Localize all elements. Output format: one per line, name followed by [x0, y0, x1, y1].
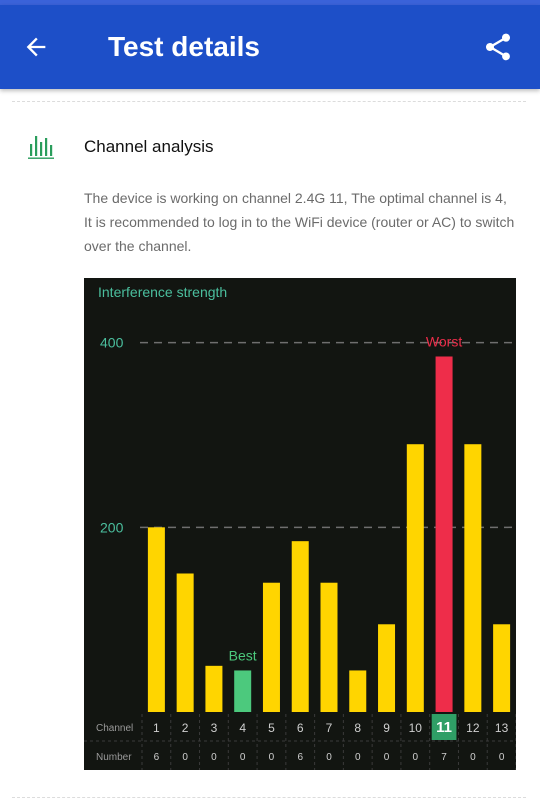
chart-svg: Interference strength200400BestWorstChan…	[84, 284, 516, 770]
bar-channel-4	[234, 670, 252, 712]
number-cell: 0	[240, 752, 246, 763]
bar-channel-10	[406, 444, 424, 712]
y-tick-label: 400	[100, 335, 124, 351]
bar-channel-11	[435, 356, 453, 712]
number-cell: 0	[326, 752, 332, 763]
bar-channel-1	[147, 527, 165, 712]
channel-tick-label: 10	[409, 721, 423, 735]
bar-channel-6	[291, 541, 309, 712]
interference-chart: Interference strength 200 400 Best Worst Chan…	[84, 278, 516, 770]
channel-tick-label: 8	[354, 721, 361, 735]
channel-tick-label: 2	[182, 721, 189, 735]
channel-description: The device is working on channel 2.4G 11…	[84, 190, 515, 254]
page-title: Test details	[108, 31, 260, 62]
number-cell: 6	[297, 752, 303, 763]
channel-row-label: Channel	[96, 723, 133, 734]
channel-tick-label: 6	[297, 721, 304, 735]
back-button[interactable]	[14, 23, 58, 71]
number-cell: 7	[441, 752, 447, 763]
status-strip	[0, 0, 540, 5]
bar-channel-13	[493, 624, 511, 712]
channel-tick-label: 13	[495, 721, 509, 735]
number-cell: 0	[182, 752, 188, 763]
number-cell: 6	[154, 752, 160, 763]
number-cell: 0	[355, 752, 361, 763]
number-row-label: Number	[96, 752, 132, 763]
app-bar: Test details	[0, 5, 540, 89]
bar-channel-7	[320, 582, 338, 712]
channel-tick-label: 4	[239, 721, 246, 735]
channel-tick-label: 12	[466, 721, 480, 735]
number-cell: 0	[499, 752, 505, 763]
arrow-back-icon	[26, 37, 46, 57]
chart-title: Interference strength	[98, 284, 227, 300]
share-button[interactable]	[476, 25, 520, 69]
top-divider	[12, 101, 526, 102]
channel-tick-label: 5	[268, 721, 275, 735]
bar-channel-12	[464, 444, 482, 712]
number-cell: 0	[470, 752, 476, 763]
best-label: Best	[229, 647, 257, 663]
number-cell: 0	[211, 752, 217, 763]
bar-channel-9	[378, 624, 396, 712]
worst-label: Worst	[426, 333, 462, 349]
bottom-divider	[12, 797, 526, 798]
bar-channel-8	[349, 670, 367, 712]
number-cell: 0	[413, 752, 419, 763]
channel-tick-label: 7	[326, 721, 333, 735]
bar-chart-icon	[28, 134, 56, 160]
number-cell: 0	[384, 752, 390, 763]
bar-channel-5	[262, 582, 280, 712]
bar-channel-2	[176, 573, 194, 712]
share-icon	[486, 33, 510, 61]
bar-channel-3	[205, 665, 223, 712]
y-tick-label: 200	[100, 519, 124, 535]
channel-tick-label: 1	[153, 721, 160, 735]
section-title: Channel analysis	[84, 137, 214, 156]
channel-tick-label: 3	[211, 721, 218, 735]
channel-tick-label: 11	[436, 719, 452, 736]
number-cell: 0	[269, 752, 275, 763]
current-channel-highlight	[431, 714, 457, 740]
channel-tick-label: 9	[383, 721, 390, 735]
